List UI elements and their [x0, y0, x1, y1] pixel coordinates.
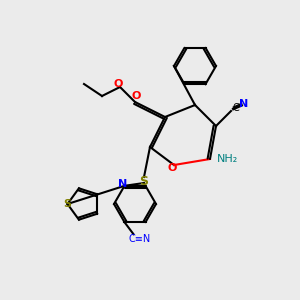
Text: S: S	[64, 199, 71, 209]
Text: S: S	[140, 175, 148, 188]
Text: C≡N: C≡N	[128, 234, 151, 244]
Text: O: O	[168, 163, 177, 173]
Text: NH₂: NH₂	[218, 154, 239, 164]
Text: N: N	[239, 99, 248, 110]
Text: N: N	[118, 179, 127, 189]
Text: C: C	[232, 103, 239, 113]
Text: O: O	[132, 91, 141, 101]
Text: O: O	[114, 79, 123, 89]
